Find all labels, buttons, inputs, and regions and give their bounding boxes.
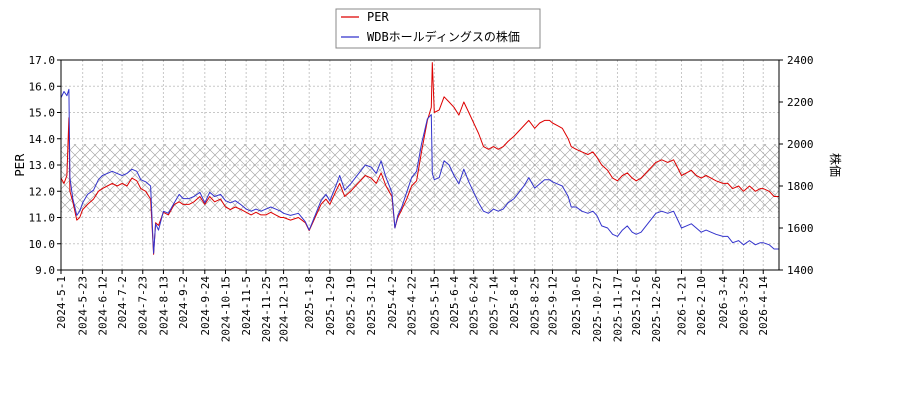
x-tick-label: 2025-2-19	[345, 276, 358, 336]
x-tick-label: 2024-11-25	[260, 276, 273, 342]
x-tick-label: 2026-3-4	[717, 276, 730, 329]
right-axis-title: 株価	[828, 153, 843, 177]
right-y-axis: 1400 1600 1800 2000 2200 2400	[779, 54, 814, 277]
x-tick-label: 2025-10-6	[570, 276, 583, 336]
left-tick-label: 17.0	[29, 54, 56, 67]
x-tick-label: 2025-9-12	[546, 276, 559, 336]
left-tick-label: 16.0	[29, 80, 56, 93]
hatch-band	[61, 144, 779, 213]
left-tick-label: 10.0	[29, 238, 56, 251]
series-line-per	[61, 62, 779, 255]
x-tick-label: 2024-9-2	[177, 276, 190, 329]
x-tick-label: 2024-10-15	[219, 276, 232, 342]
x-tick-label: 2024-8-13	[157, 276, 170, 336]
x-tick-label: 2025-8-4	[508, 276, 521, 329]
legend-label-stock-price: WDBホールディングスの株価	[367, 29, 520, 44]
x-tick-label: 2024-7-23	[137, 276, 150, 336]
right-tick-label: 1800	[787, 180, 814, 193]
x-tick-label: 2025-10-27	[591, 276, 604, 342]
left-axis-title: PER	[13, 153, 27, 176]
series-layer	[61, 62, 779, 255]
left-y-axis: 9.0 10.0 11.0 12.0 13.0 14.0 15.0 16.0 17.0	[29, 54, 61, 277]
right-tick-label: 1600	[787, 222, 814, 235]
x-tick-label: 2025-6-4	[448, 276, 461, 329]
x-tick-label: 2025-7-14	[487, 276, 500, 336]
x-tick-label: 2026-4-14	[757, 276, 770, 336]
x-tick-label: 2026-1-21	[675, 276, 688, 336]
x-tick-label: 2025-3-12	[365, 276, 378, 336]
left-tick-label: 14.0	[29, 133, 56, 146]
x-axis: 2024-5-1 2024-5-23 2024-6-12 2024-7-2 2024-7…	[55, 270, 770, 342]
x-tick-label: 2024-7-2	[116, 276, 129, 329]
x-tick-label: 2024-9-24	[199, 276, 212, 336]
x-tick-label: 2025-11-17	[611, 276, 624, 342]
x-tick-label: 2024-5-23	[77, 276, 90, 336]
x-tick-label: 2024-6-12	[96, 276, 109, 336]
right-tick-label: 2200	[787, 96, 814, 109]
left-tick-label: 13.0	[29, 159, 56, 172]
legend: PER WDBホールディングスの株価	[335, 8, 541, 49]
right-tick-label: 1400	[787, 264, 814, 277]
x-tick-label: 2025-1-29	[324, 276, 337, 336]
right-tick-label: 2400	[787, 54, 814, 67]
x-tick-label: 2024-5-1	[55, 276, 68, 329]
x-tick-label: 2025-6-24	[468, 276, 481, 336]
x-tick-label: 2024-11-5	[240, 276, 253, 336]
left-tick-label: 15.0	[29, 107, 56, 120]
x-tick-label: 2025-5-15	[428, 276, 441, 336]
right-tick-label: 2000	[787, 138, 814, 151]
legend-label-per: PER	[367, 10, 389, 24]
x-tick-label: 2025-12-26	[650, 276, 663, 342]
x-tick-label: 2025-4-2	[386, 276, 399, 329]
left-tick-label: 9.0	[35, 264, 55, 277]
x-tick-label: 2025-12-6	[630, 276, 643, 336]
x-tick-label: 2026-2-10	[695, 276, 708, 336]
legend-box	[335, 8, 541, 49]
series-line-stock-price	[61, 88, 779, 254]
x-tick-label: 2025-8-25	[529, 276, 542, 336]
x-tick-label: 2024-12-13	[278, 276, 291, 342]
x-tick-label: 2026-3-25	[738, 276, 751, 336]
x-tick-label: 2025-1-8	[303, 276, 316, 329]
left-tick-label: 11.0	[29, 212, 56, 225]
x-tick-label: 2025-4-22	[406, 276, 419, 336]
left-tick-label: 12.0	[29, 185, 56, 198]
